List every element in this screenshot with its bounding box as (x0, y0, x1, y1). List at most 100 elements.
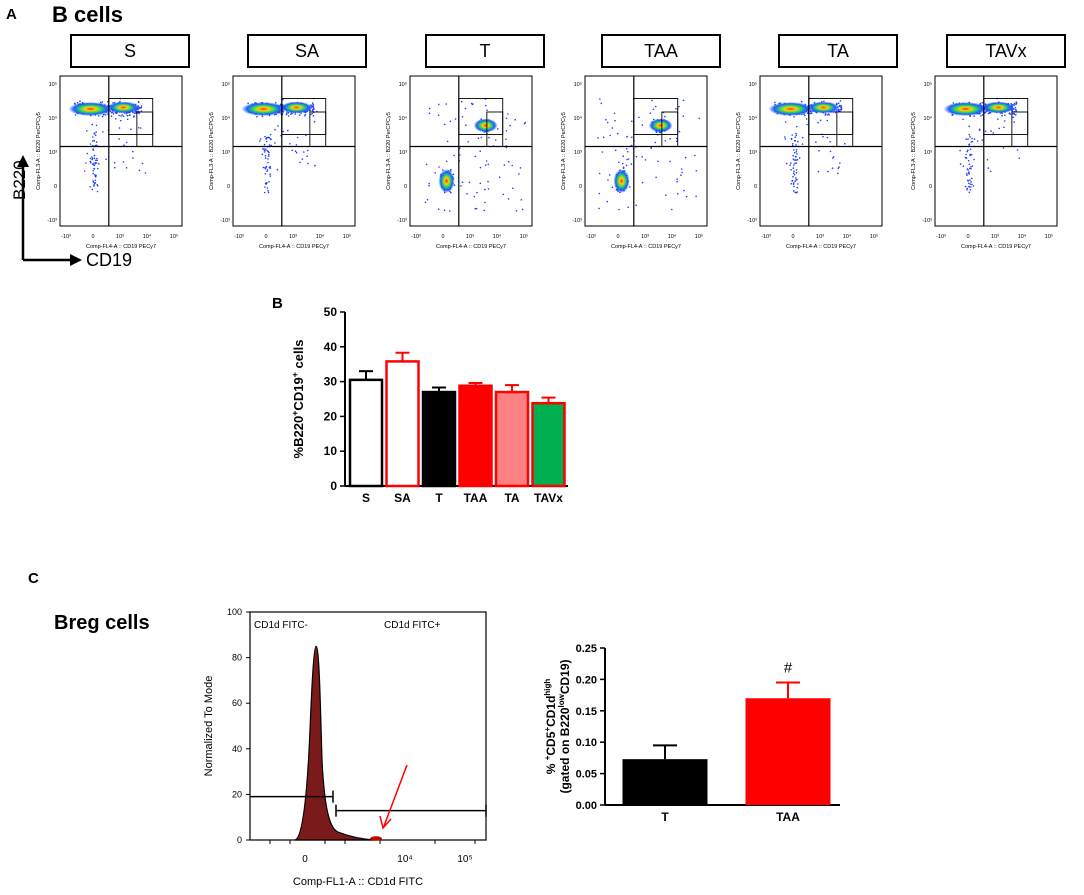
event-dot (795, 159, 797, 161)
event-dot (978, 128, 981, 131)
event-dot (126, 118, 129, 121)
event-dot (971, 137, 973, 140)
event-dot (304, 115, 306, 117)
dot-plot-s: -10³ -10³ 0 0 10³ 10³ 10⁴ 10⁴ 10⁵ 10⁵ Comp-FL4-A :… (36, 75, 183, 250)
event-dot (680, 168, 683, 170)
event-dot (507, 160, 510, 163)
y-tick-label: 10⁴ (222, 115, 231, 122)
y-tick-label: 50 (324, 305, 338, 319)
event-dot (968, 182, 970, 184)
x-tick-label: 10⁵ (695, 233, 703, 240)
event-dot (268, 144, 271, 146)
dot-plots: -10³ -10³ 0 0 10³ 10³ 10⁴ 10⁴ 10⁵ 10⁵ Comp-FL4-A :… (36, 75, 1058, 250)
event-dot (437, 114, 440, 116)
dot-plot-t: -10³ -10³ 0 0 10³ 10³ 10⁴ 10⁴ 10⁵ 10⁵ Comp-FL4-A :… (386, 75, 533, 250)
event-dot (89, 143, 92, 145)
event-dot (483, 209, 486, 212)
y-tick-label: 10⁴ (49, 115, 58, 122)
density-core (241, 102, 286, 116)
event-dot (684, 156, 687, 159)
event-dot (678, 105, 680, 108)
y-tick-label: 10⁵ (749, 81, 757, 88)
event-dot (970, 165, 972, 168)
event-dot (822, 135, 824, 138)
event-dot (834, 111, 837, 114)
event-dot (92, 181, 95, 184)
event-dot (312, 115, 315, 117)
event-dot (968, 133, 971, 136)
event-dot (263, 148, 265, 150)
event-dot (966, 189, 968, 191)
x-tick-label: 10⁴ (316, 233, 325, 240)
event-dot (132, 150, 134, 153)
event-dot (795, 172, 798, 174)
event-dot (970, 186, 972, 188)
event-dot (796, 158, 799, 161)
event-dot (598, 192, 601, 195)
event-dot (294, 150, 297, 152)
x-tick-label: 0 (616, 234, 619, 240)
y-axis-label: Normalized To Mode (203, 676, 215, 777)
event-dot (92, 170, 94, 172)
x-axis-label: Comp-FL4-A :: CD19 PECy7 (961, 244, 1031, 250)
density-core (473, 118, 498, 133)
event-dot (608, 174, 611, 176)
x-axis-label: Comp-FL4-A :: CD19 PECy7 (786, 244, 856, 250)
event-dot (627, 206, 629, 209)
event-dot (602, 136, 605, 139)
event-dot (784, 121, 787, 123)
x-tick-label: -10³ (761, 234, 771, 240)
density-core (68, 102, 113, 116)
event-dot (1009, 113, 1011, 115)
event-dot (601, 151, 604, 153)
event-dot (630, 163, 633, 165)
event-dot (94, 174, 96, 176)
event-dot (987, 167, 990, 169)
y-tick-label: 10³ (924, 150, 932, 156)
event-dot (95, 131, 97, 133)
event-dot (622, 166, 625, 169)
event-dot (1013, 121, 1015, 123)
x-tick-label: 10⁵ (457, 854, 472, 865)
axis-orientation-arrows (17, 155, 82, 266)
event-dot (962, 165, 965, 167)
event-dot (671, 208, 673, 211)
event-dot (968, 167, 971, 170)
event-dot (453, 184, 456, 186)
event-dot (123, 144, 125, 146)
y-tick-label: 10⁵ (399, 81, 407, 88)
event-dot (676, 140, 678, 142)
event-dot (962, 118, 964, 121)
panel-c-title: Breg cells (54, 612, 150, 634)
y-tick-label: 40 (232, 744, 242, 754)
event-dot (793, 151, 796, 154)
density-core (982, 101, 1015, 114)
event-dot (968, 163, 971, 166)
event-dot (795, 144, 797, 146)
event-dot (461, 181, 464, 183)
y-tick-label: 10⁴ (924, 115, 933, 122)
y-tick-label: 40 (324, 340, 338, 354)
event-dot (138, 169, 141, 172)
event-dot (966, 174, 968, 176)
event-dot (698, 117, 701, 120)
event-dot (790, 168, 792, 171)
x-tick-label: 10⁵ (170, 233, 178, 240)
event-dot (669, 137, 671, 140)
event-dot (484, 201, 486, 204)
panel-a-letter: A (6, 6, 17, 23)
event-dot (801, 143, 804, 145)
group-label-tavx: TAVx (946, 34, 1066, 68)
x-tick-label: 10⁴ (493, 233, 502, 240)
event-dot (247, 102, 249, 105)
event-dot (453, 154, 455, 157)
event-dot (837, 172, 839, 175)
y-tick-label: 0 (54, 184, 57, 190)
event-dot (621, 162, 624, 165)
event-dot (792, 167, 795, 169)
event-dot (976, 140, 979, 142)
event-dot (428, 112, 431, 115)
event-dot (970, 181, 972, 183)
y-tick-label: -10³ (572, 218, 582, 224)
event-dot (793, 174, 796, 176)
